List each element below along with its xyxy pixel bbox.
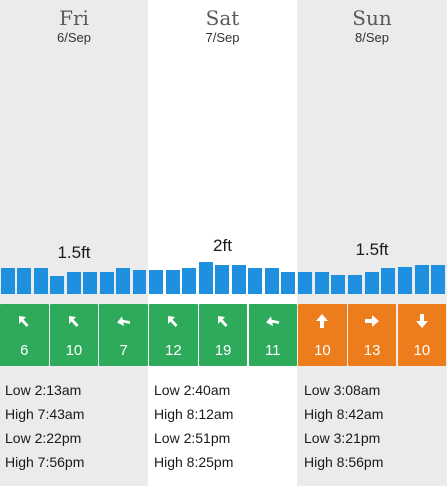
arrow-right-icon <box>365 315 380 327</box>
swell-bar <box>264 268 279 294</box>
wind-tiles: 6 10 7 12 19 11 10 13 10 <box>0 304 447 366</box>
day-name: Fri <box>59 6 89 30</box>
arrow-left-up-icon <box>265 316 279 327</box>
swell-bar <box>364 272 379 294</box>
arrow-up-left-icon <box>218 316 228 327</box>
tide-entry: High 8:42am <box>304 406 384 422</box>
arrow-down-icon <box>415 314 428 328</box>
tide-entry: Low 2:40am <box>154 382 231 398</box>
swell-bar <box>431 265 446 294</box>
swell-bar <box>298 272 313 294</box>
day-date: 7/Sep <box>205 30 240 45</box>
wind-tile: 13 <box>347 304 397 366</box>
swell-bar <box>248 268 263 294</box>
swell-bar <box>116 268 131 294</box>
wind-speed: 13 <box>363 342 381 359</box>
swell-bar <box>314 272 329 294</box>
arrow-up-left-icon <box>19 316 29 327</box>
swell-bar <box>165 270 180 294</box>
wave-height: 1.5ft <box>355 240 389 259</box>
wind-speed: 10 <box>65 342 83 359</box>
wind-tile: 10 <box>298 304 347 366</box>
wind-tile: 11 <box>248 304 297 366</box>
tide-entry: Low 3:08am <box>304 382 381 398</box>
tide-entry: High 7:56pm <box>5 454 85 470</box>
arrow-up-left-icon <box>168 316 178 327</box>
wind-tile: 6 <box>0 304 49 366</box>
swell-bar <box>33 268 48 294</box>
wave-height: 2ft <box>213 236 232 255</box>
swell-bar <box>398 267 413 294</box>
arrow-up-left-icon <box>68 316 79 327</box>
swell-bar <box>414 265 429 294</box>
day-column-sat <box>148 0 297 486</box>
tide-list-fri: Low 2:13am High 7:43am Low 2:22pm High 7… <box>5 381 84 477</box>
swell-bar <box>1 268 15 294</box>
tide-entry: Low 2:51pm <box>154 430 231 446</box>
tide-entry: Low 2:13am <box>5 382 82 398</box>
swell-bar <box>132 270 147 294</box>
wind-speed: 12 <box>165 342 182 359</box>
tide-entry: High 8:56pm <box>304 454 384 470</box>
day-date: 6/Sep <box>57 30 91 45</box>
swell-bar <box>281 272 296 294</box>
arrow-up-icon <box>316 314 329 328</box>
swell-bar <box>66 272 81 294</box>
wind-tile: 10 <box>397 304 447 366</box>
day-column-sun <box>297 0 447 486</box>
day-name: Sun <box>352 6 392 30</box>
wind-speed: 6 <box>20 342 29 359</box>
swell-bar <box>198 262 213 294</box>
swell-bar <box>182 268 197 294</box>
swell-bar <box>99 272 114 294</box>
tide-list-sat: Low 2:40am High 8:12am Low 2:51pm High 8… <box>154 381 233 477</box>
arrow-left-up-icon <box>116 316 130 327</box>
day-column-fri <box>0 0 148 486</box>
tide-entry: High 8:25pm <box>154 454 234 470</box>
wind-speed: 10 <box>413 342 431 359</box>
swell-bar <box>83 272 98 294</box>
swell-bar <box>50 276 65 294</box>
swell-bar <box>231 265 246 294</box>
wind-tile: 7 <box>99 304 148 366</box>
tide-entry: Low 3:21pm <box>304 430 381 446</box>
wave-height: 1.5ft <box>57 243 91 262</box>
tide-list-sun: Low 3:08am High 8:42am Low 3:21pm High 8… <box>304 381 383 477</box>
tide-entry: Low 2:22pm <box>5 430 82 446</box>
wind-tile: 10 <box>49 304 99 366</box>
wind-speed: 7 <box>119 342 128 359</box>
day-name: Sat <box>205 6 240 30</box>
wind-speed: 10 <box>314 342 331 359</box>
tide-entry: High 7:43am <box>5 406 85 422</box>
wind-tile: 19 <box>198 304 248 366</box>
swell-bar <box>215 265 230 294</box>
day-date: 8/Sep <box>355 30 389 45</box>
wind-speed: 11 <box>264 342 281 359</box>
swell-bar <box>17 268 32 294</box>
tide-entry: High 8:12am <box>154 406 234 422</box>
swell-bar <box>381 268 396 294</box>
swell-bar <box>348 275 363 294</box>
swell-bar <box>149 270 164 294</box>
swell-bar <box>331 275 346 294</box>
swell-bar-chart <box>1 262 446 294</box>
wind-tile: 12 <box>149 304 198 366</box>
wind-speed: 19 <box>214 342 232 359</box>
